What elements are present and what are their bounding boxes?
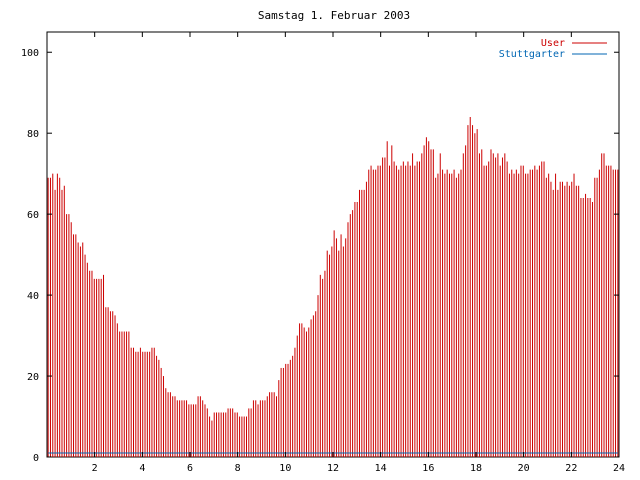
bars-layer xyxy=(47,117,619,457)
x-tick-label: 22 xyxy=(565,463,577,474)
y-tick-label: 40 xyxy=(27,291,39,302)
y-tick-label: 20 xyxy=(27,372,39,383)
x-tick-label: 24 xyxy=(613,463,625,474)
y-tick-label: 0 xyxy=(33,453,39,464)
x-tick-label: 20 xyxy=(518,463,530,474)
plot-frame xyxy=(46,31,620,458)
x-tick-label: 12 xyxy=(327,463,339,474)
x-tick-label: 18 xyxy=(470,463,482,474)
x-tick-label: 14 xyxy=(375,463,387,474)
y-tick-label: 100 xyxy=(21,48,39,59)
legend-label-stuttgarter: Stuttgarter xyxy=(499,49,565,60)
x-tick-label: 2 xyxy=(92,463,98,474)
x-tick-label: 8 xyxy=(235,463,241,474)
x-tick-label: 10 xyxy=(279,463,291,474)
legend-label-user: User xyxy=(541,38,565,49)
x-tick-label: 4 xyxy=(139,463,145,474)
y-tick-label: 80 xyxy=(27,129,39,140)
y-tick-label: 60 xyxy=(27,210,39,221)
x-tick-label: 6 xyxy=(187,463,193,474)
x-tick-label: 16 xyxy=(422,463,434,474)
chart-title: Samstag 1. Februar 2003 xyxy=(258,9,410,22)
legend: User Stuttgarter xyxy=(499,38,607,60)
